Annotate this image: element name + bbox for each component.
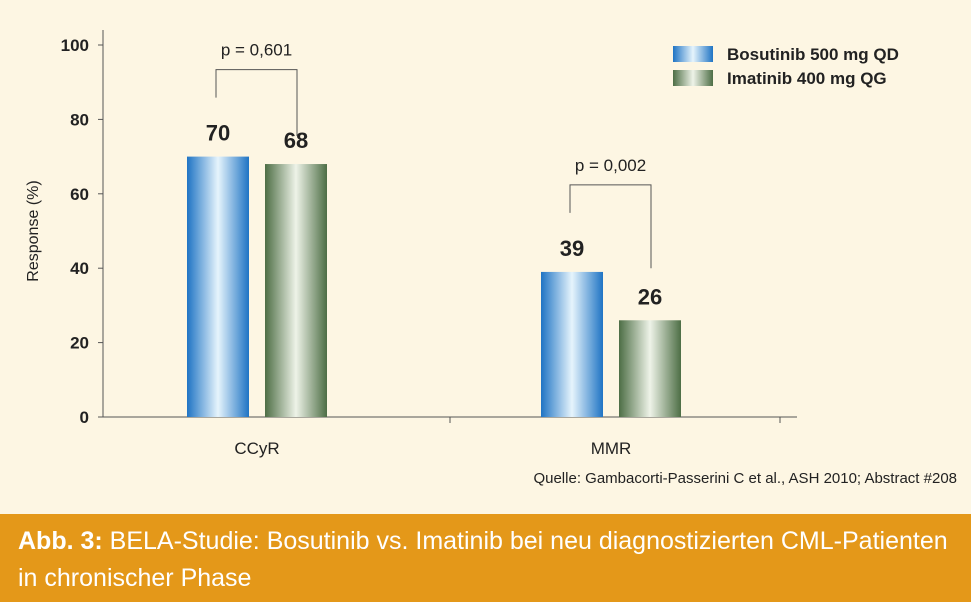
legend-swatch bbox=[673, 46, 713, 62]
x-tick-label: CCyR bbox=[234, 439, 279, 458]
bar bbox=[265, 164, 327, 417]
y-axis-label: Response (%) bbox=[25, 180, 42, 281]
significance-bracket bbox=[569, 184, 652, 269]
caption-text: BELA-Studie: Bosutinib vs. Imatinib bei … bbox=[18, 527, 948, 592]
data-label: 70 bbox=[206, 121, 230, 146]
y-tick-label: 20 bbox=[70, 334, 89, 353]
y-tick-label: 100 bbox=[61, 36, 89, 55]
bar-chart: 0 20 40 60 80 100 Response (%) CCyR 70 68 p = 0,60… bbox=[25, 30, 899, 458]
bar bbox=[619, 320, 681, 417]
bar bbox=[541, 271, 603, 417]
legend-label: Bosutinib 500 mg QD bbox=[727, 45, 899, 64]
legend-swatch bbox=[673, 70, 713, 86]
bar bbox=[187, 156, 249, 417]
y-tick-label: 40 bbox=[70, 259, 89, 278]
p-value-annotation: p = 0,601 bbox=[221, 41, 292, 60]
y-tick-label: 60 bbox=[70, 185, 89, 204]
source-note: Quelle: Gambacorti-Passerini C et al., A… bbox=[533, 470, 957, 487]
data-label: 68 bbox=[284, 128, 308, 153]
legend-label: Imatinib 400 mg QG bbox=[727, 69, 887, 88]
data-label: 26 bbox=[638, 284, 662, 309]
x-tick-label: MMR bbox=[591, 439, 632, 458]
caption-label: Abb. 3: bbox=[18, 527, 103, 555]
chart: 0 20 40 60 80 100 Response (%) CCyR 70 68 p = 0,60… bbox=[25, 30, 899, 458]
y-tick-label: 0 bbox=[80, 408, 89, 427]
figure-caption: Abb. 3: BELA-Studie: Bosutinib vs. Imati… bbox=[0, 514, 971, 602]
y-tick-label: 80 bbox=[70, 110, 89, 129]
data-label: 39 bbox=[560, 236, 584, 261]
significance-bracket bbox=[215, 69, 298, 137]
p-value-annotation: p = 0,002 bbox=[575, 156, 646, 175]
